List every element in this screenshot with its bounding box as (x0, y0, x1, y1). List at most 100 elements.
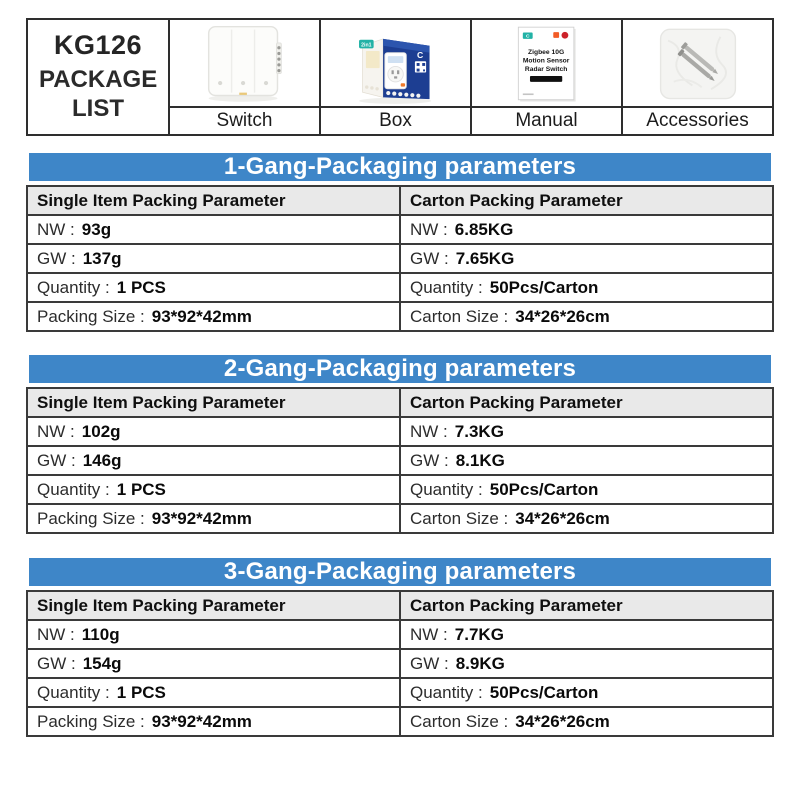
manual-title-line2: Motion Sensor (522, 58, 569, 65)
param-label: GW : (410, 450, 449, 470)
section-title-1gang: 1-Gang-Packaging parameters (29, 153, 771, 181)
model-cell: KG126 PACKAGE LIST (28, 20, 170, 134)
column-header-row: Single Item Packing Parameter Carton Pac… (26, 590, 774, 621)
item-label-accessories: Accessories (623, 106, 772, 134)
param-cell: Carton Size : 34*26*26cm (399, 706, 774, 737)
param-value: 146g (82, 450, 122, 470)
param-label: NW : (410, 421, 448, 441)
manual-title-line3: Radar Switch (524, 66, 566, 73)
table-row-quantity: Quantity : 1 PCS Quantity : 50Pcs/Carton (26, 272, 774, 303)
param-cell: GW : 7.65KG (399, 243, 774, 274)
param-value: 93*92*42mm (151, 508, 252, 528)
param-cell: Quantity : 1 PCS (26, 272, 401, 303)
param-value: 7.3KG (454, 421, 504, 441)
param-value: 8.1KG (455, 450, 505, 470)
param-label: Quantity : (37, 682, 110, 702)
param-cell: Packing Size : 93*92*42mm (26, 301, 401, 332)
column-header-single: Single Item Packing Parameter (26, 590, 401, 621)
item-label-switch: Switch (170, 106, 319, 134)
param-label: Carton Size : (410, 306, 509, 326)
param-cell: NW : 110g (26, 619, 401, 650)
param-value: 137g (82, 248, 122, 268)
packaging-table-1gang: Single Item Packing Parameter Carton Pac… (26, 185, 774, 332)
param-cell: NW : 7.7KG (399, 619, 774, 650)
table-row-nw: NW : 102g NW : 7.3KG (26, 416, 774, 447)
packaging-section-3gang: 3-Gang-Packaging parameters Single Item … (26, 558, 774, 737)
manual-title-line1: Zigbee 10G (528, 49, 564, 56)
param-value: 93*92*42mm (151, 306, 252, 326)
item-label-manual: Manual (472, 106, 621, 134)
param-cell: Packing Size : 93*92*42mm (26, 706, 401, 737)
column-header-single: Single Item Packing Parameter (26, 185, 401, 216)
table-row-size: Packing Size : 93*92*42mm Carton Size : 34… (26, 503, 774, 534)
param-value: 50Pcs/Carton (489, 682, 599, 702)
param-value: 110g (81, 624, 120, 644)
param-value: 1 PCS (116, 682, 166, 702)
model-number: KG126 (53, 30, 143, 61)
section-title-2gang: 2-Gang-Packaging parameters (29, 355, 771, 383)
table-row-nw: NW : 93g NW : 6.85KG (26, 214, 774, 245)
param-cell: Carton Size : 34*26*26cm (399, 503, 774, 534)
manual-brand-logo: C (525, 34, 529, 40)
param-label: GW : (37, 653, 76, 673)
param-value: 34*26*26cm (515, 508, 610, 528)
param-value: 93*92*42mm (151, 711, 252, 731)
param-label: Quantity : (410, 277, 483, 297)
package-list-title: PACKAGE LIST (39, 66, 158, 122)
param-label: Quantity : (410, 682, 483, 702)
param-label: NW : (410, 219, 448, 239)
table-row-quantity: Quantity : 1 PCS Quantity : 50Pcs/Carton (26, 474, 774, 505)
param-cell: Quantity : 50Pcs/Carton (399, 677, 774, 708)
param-value: 102g (81, 421, 121, 441)
table-row-size: Packing Size : 93*92*42mm Carton Size : 34… (26, 706, 774, 737)
package-item-accessories: Accessories (623, 20, 772, 134)
param-cell: Packing Size : 93*92*42mm (26, 503, 401, 534)
switch-photo (170, 20, 319, 106)
column-header-carton: Carton Packing Parameter (399, 185, 774, 216)
item-label-box: Box (321, 106, 470, 134)
param-cell: GW : 8.9KG (399, 648, 774, 679)
param-value: 93g (81, 219, 112, 239)
column-header-row: Single Item Packing Parameter Carton Pac… (26, 387, 774, 418)
package-item-switch: Switch (170, 20, 321, 134)
param-label: Packing Size : (37, 508, 145, 528)
param-value: 1 PCS (116, 277, 166, 297)
param-cell: Quantity : 50Pcs/Carton (399, 474, 774, 505)
param-value: 34*26*26cm (515, 711, 610, 731)
column-header-single: Single Item Packing Parameter (26, 387, 401, 418)
param-value: 50Pcs/Carton (489, 479, 599, 499)
param-value: 7.65KG (455, 248, 515, 268)
param-label: GW : (410, 248, 449, 268)
param-cell: Carton Size : 34*26*26cm (399, 301, 774, 332)
packaging-table-2gang: Single Item Packing Parameter Carton Pac… (26, 387, 774, 534)
param-value: 8.9KG (455, 653, 505, 673)
param-cell: NW : 102g (26, 416, 401, 447)
accessories-photo (623, 20, 772, 106)
param-label: Carton Size : (410, 711, 509, 731)
column-header-carton: Carton Packing Parameter (399, 590, 774, 621)
param-cell: Quantity : 50Pcs/Carton (399, 272, 774, 303)
packaging-table-3gang: Single Item Packing Parameter Carton Pac… (26, 590, 774, 737)
param-label: GW : (410, 653, 449, 673)
param-value: 1 PCS (116, 479, 166, 499)
column-header-carton: Carton Packing Parameter (399, 387, 774, 418)
table-row-nw: NW : 110g NW : 7.7KG (26, 619, 774, 650)
param-cell: NW : 7.3KG (399, 416, 774, 447)
param-label: Carton Size : (410, 508, 509, 528)
package-list-table: KG126 PACKAGE LIST (26, 18, 774, 136)
param-label: NW : (37, 421, 75, 441)
param-value: 6.85KG (454, 219, 514, 239)
param-cell: Quantity : 1 PCS (26, 677, 401, 708)
manual-photo: C Zigbee 10G Motion Sensor Radar Switch (472, 20, 621, 106)
table-row-quantity: Quantity : 1 PCS Quantity : 50Pcs/Carton (26, 677, 774, 708)
param-label: NW : (410, 624, 448, 644)
table-row-gw: GW : 146g GW : 8.1KG (26, 445, 774, 476)
switch-icon (207, 25, 282, 102)
param-value: 7.7KG (454, 624, 504, 644)
param-label: GW : (37, 450, 76, 470)
param-cell: GW : 8.1KG (399, 445, 774, 476)
box-photo: 2in1 C (321, 20, 470, 106)
param-cell: GW : 154g (26, 648, 401, 679)
table-row-size: Packing Size : 93*92*42mm Carton Size : 34… (26, 301, 774, 332)
